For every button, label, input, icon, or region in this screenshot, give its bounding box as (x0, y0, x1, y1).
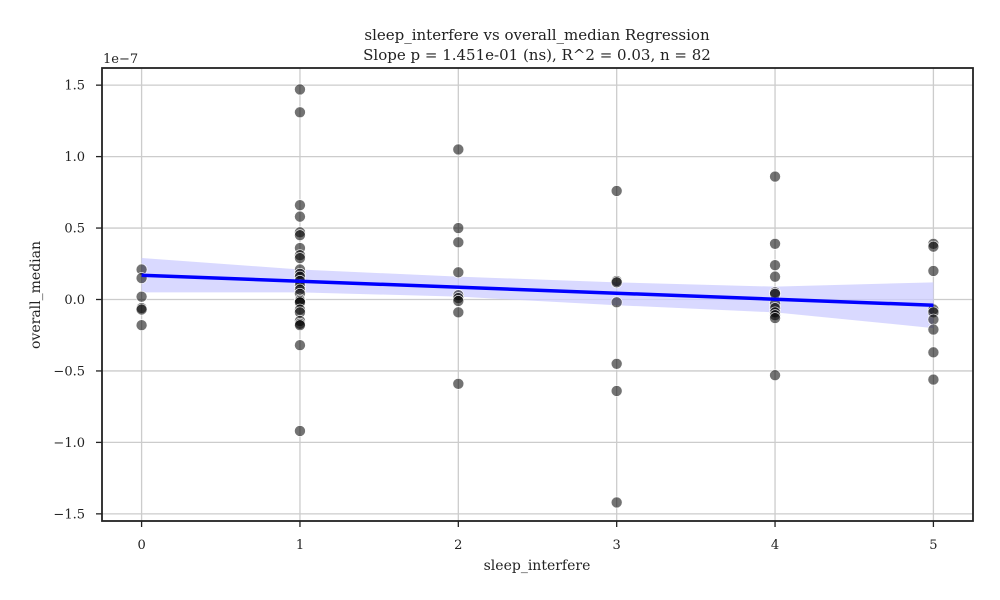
x-axis-label: sleep_interfere (484, 558, 591, 574)
data-point (927, 265, 940, 277)
data-point (294, 83, 306, 96)
y-tick-label: −1.0 (53, 436, 85, 451)
data-point (769, 369, 781, 382)
data-point (294, 106, 306, 119)
y-tick-label: 1.0 (64, 150, 85, 165)
data-point (452, 378, 465, 390)
data-point (135, 319, 148, 332)
data-point (927, 240, 940, 253)
data-point (769, 270, 781, 283)
plot-frame (101, 67, 974, 522)
data-point (294, 319, 306, 332)
data-point (610, 496, 623, 509)
x-tick-label: 1 (296, 538, 304, 553)
data-point (927, 313, 940, 326)
data-point (452, 306, 465, 319)
chart-subtitle: Slope p = 1.451e-01 (ns), R^2 = 0.03, n … (363, 46, 711, 64)
data-point (135, 290, 148, 303)
x-tick-label: 5 (929, 538, 937, 553)
y-axis-label: overall_median (28, 241, 44, 349)
data-point (294, 210, 306, 223)
confidence-band-layer (141, 258, 934, 329)
data-point (610, 385, 623, 397)
x-tick-label: 3 (613, 538, 621, 553)
data-point (294, 339, 306, 352)
x-tick-label: 0 (137, 538, 145, 553)
data-point (769, 170, 781, 183)
y-tick-label: 0.5 (64, 222, 85, 237)
y-axis-offset-label: 1e−7 (103, 52, 138, 67)
data-point (769, 237, 781, 250)
data-point (294, 199, 306, 211)
data-point (452, 143, 465, 156)
data-point (610, 358, 623, 370)
chart-title: sleep_interfere vs overall_median Regres… (364, 26, 710, 44)
data-point (452, 222, 465, 234)
y-tick-label: −1.5 (53, 507, 85, 522)
data-point (927, 373, 940, 386)
data-point (294, 425, 306, 437)
regression-line-layer (141, 273, 934, 307)
data-point (294, 229, 306, 241)
data-point (769, 312, 781, 324)
confidence-band (141, 258, 934, 329)
data-point (610, 185, 623, 197)
data-point (610, 276, 623, 289)
data-point (452, 236, 465, 249)
data-point (294, 252, 306, 264)
axis-ticks: 0 1 2 3 4 5 −1.5 −1.0 −0.5 0.0 0.5 1.0 1.5 (53, 79, 937, 553)
data-point (452, 295, 465, 307)
data-point (769, 259, 781, 272)
data-point (927, 323, 940, 336)
regression-line (141, 273, 934, 307)
y-tick-label: 1.5 (64, 79, 85, 94)
y-tick-label: 0.0 (64, 293, 85, 308)
data-point (610, 296, 623, 309)
scatter-points (135, 83, 940, 509)
data-point (927, 346, 940, 359)
data-point (135, 303, 148, 316)
y-tick-label: −0.5 (53, 364, 85, 379)
data-point (452, 266, 465, 279)
x-tick-label: 2 (454, 538, 462, 553)
x-tick-label: 4 (771, 538, 779, 553)
